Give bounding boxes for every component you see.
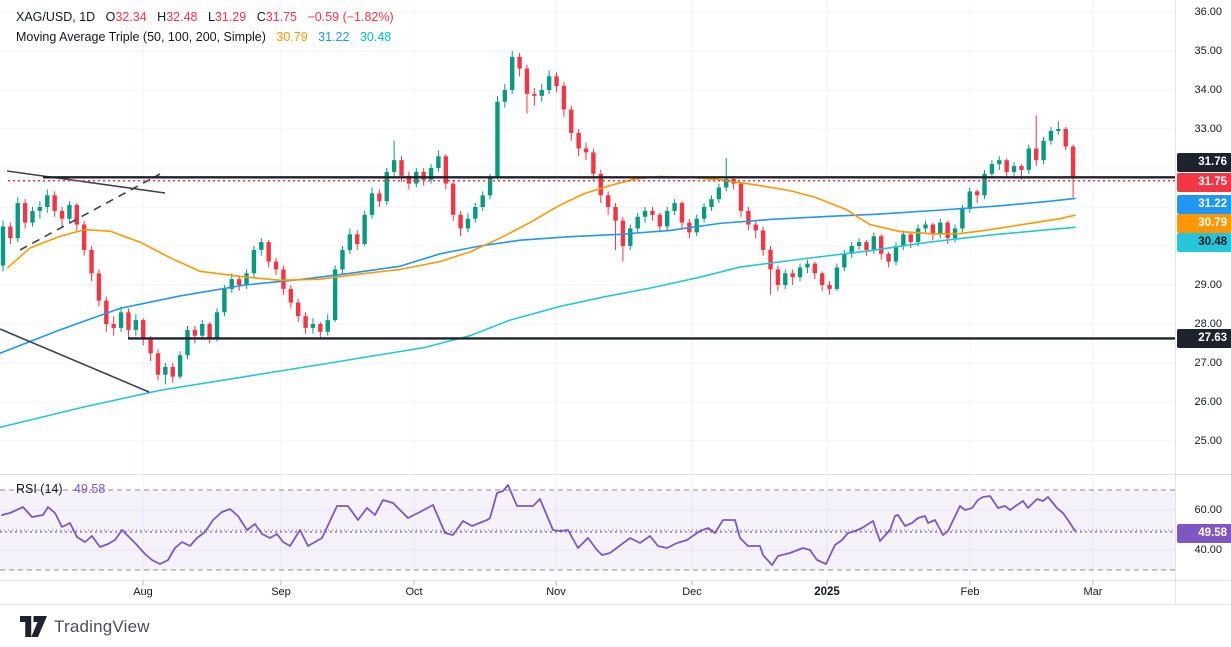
time-axis-label: Mar <box>1083 586 1103 598</box>
price-axis-label: 35.00 <box>1194 45 1222 57</box>
price-axis-badge: 30.48 <box>1177 233 1231 252</box>
rsi-axis-label: 40.00 <box>1194 544 1222 556</box>
ma-legend-row[interactable]: Moving Average Triple (50, 100, 200, Sim… <box>16 28 394 48</box>
price-axis-label: 33.00 <box>1194 123 1222 135</box>
ma200-value: 30.48 <box>359 30 392 44</box>
symbol-legend-row[interactable]: XAG/USD, 1D O32.34 H32.48 L31.29 C31.75 … <box>16 8 394 28</box>
price-axis-label: 29.00 <box>1194 279 1222 291</box>
price-axis-label: 36.00 <box>1194 6 1222 18</box>
time-axis-label: Aug <box>133 586 153 598</box>
ma100-value: 31.22 <box>318 30 350 44</box>
high-label: H <box>157 10 167 24</box>
tradingview-logo-icon <box>20 616 47 637</box>
time-axis-label: Oct <box>405 586 423 598</box>
price-axis-label: 25.00 <box>1194 435 1222 447</box>
chart-bottom-border <box>0 604 1231 605</box>
open-value: 32.34 <box>115 10 147 24</box>
open-label: O <box>105 10 116 24</box>
price-axis-label: 34.00 <box>1194 84 1222 96</box>
time-axis-label: Dec <box>682 586 702 598</box>
time-axis-label: Feb <box>960 586 980 598</box>
ma50-value: 30.79 <box>276 30 308 44</box>
high-value: 32.48 <box>166 10 198 24</box>
rsi-indicator-title[interactable]: RSI (14) <box>16 482 63 496</box>
rsi-line-layer <box>1 484 1076 566</box>
trendlines-layer[interactable] <box>0 170 166 393</box>
time-axis[interactable]: Aug Sep Oct Nov Dec 2025 Feb Mar <box>0 581 1175 604</box>
price-axis-badge: 31.22 <box>1177 195 1231 214</box>
rsi-axis-label: 60.00 <box>1194 504 1222 516</box>
price-axis[interactable]: 36.0035.0034.0033.0030.0029.0028.0027.00… <box>1176 0 1231 604</box>
moving-averages-layer <box>0 175 1076 429</box>
price-axis-badge: 31.76 <box>1177 153 1231 172</box>
time-axis-label: 2025 <box>814 586 840 598</box>
low-label: L <box>207 10 215 24</box>
pane-separator[interactable] <box>0 474 1231 475</box>
low-value: 31.29 <box>214 10 247 24</box>
close-value: 31.75 <box>265 10 297 24</box>
symbol-legend[interactable]: XAG/USD, 1D O32.34 H32.48 L31.29 C31.75 … <box>16 8 394 48</box>
ma-indicator-title[interactable]: Moving Average Triple (50, 100, 200, Sim… <box>16 30 266 44</box>
rsi-band <box>0 489 1175 571</box>
price-axis-badge: 27.63 <box>1177 329 1231 348</box>
price-axis-label: 28.00 <box>1194 318 1222 330</box>
time-axis-separator <box>0 580 1231 581</box>
price-axis-label: 26.00 <box>1194 396 1222 408</box>
price-axis-badge: 49.58 <box>1177 524 1231 543</box>
time-axis-label: Nov <box>546 586 566 598</box>
rsi-legend[interactable]: RSI (14) 49.58 <box>16 482 105 496</box>
tradingview-logo[interactable]: TradingView <box>20 616 150 637</box>
tradingview-logo-text: TradingView <box>54 616 150 636</box>
rsi-value: 49.58 <box>74 482 106 496</box>
price-axis-badge: 30.79 <box>1177 214 1231 233</box>
symbol-name[interactable]: XAG/USD, 1D <box>16 10 96 24</box>
change-value: −0.59 (−1.82%) <box>307 10 394 24</box>
price-axis-separator <box>1175 0 1176 604</box>
price-axis-badge: 31.75 <box>1177 173 1231 192</box>
price-axis-label: 27.00 <box>1194 357 1222 369</box>
time-axis-label: Sep <box>271 586 291 598</box>
candles-layer <box>0 51 1076 385</box>
close-label: C <box>256 10 266 24</box>
